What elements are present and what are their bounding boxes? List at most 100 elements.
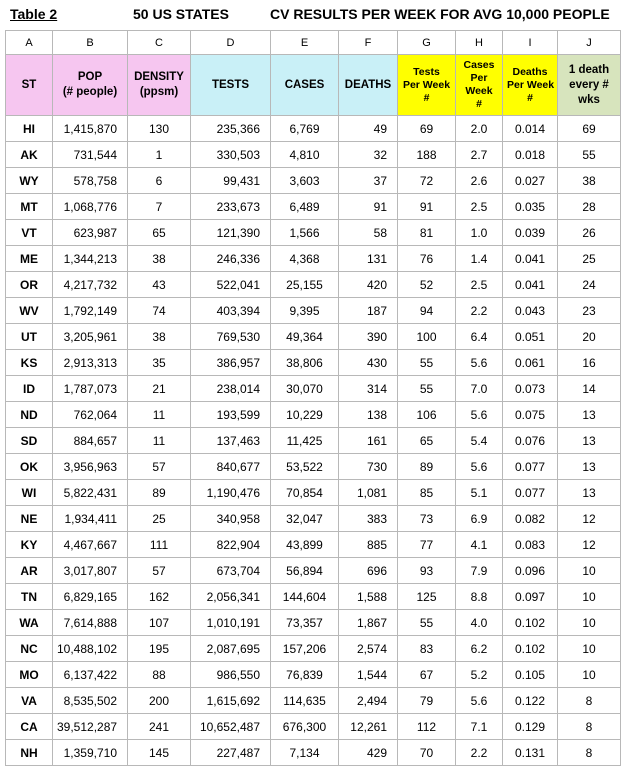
data-cell: 13 (557, 453, 621, 480)
data-cell: 840,677 (190, 453, 271, 480)
header-text: every # (569, 78, 609, 91)
data-cell: 56,894 (270, 557, 339, 584)
data-row: TN 6,829,165 162 2,056,341 144,604 1,588 125 8.… (5, 583, 621, 610)
state-cell: TN (5, 583, 53, 610)
data-cell: 5.6 (455, 349, 503, 376)
column-letter: A (5, 30, 53, 55)
data-cell: 0.073 (502, 375, 558, 402)
data-cell: 25,155 (270, 271, 339, 298)
data-cell: 130 (127, 115, 191, 142)
data-cell: 2.0 (455, 115, 503, 142)
data-cell: 6,489 (270, 193, 339, 220)
data-cell: 13 (557, 479, 621, 506)
data-cell: 235,366 (190, 115, 271, 142)
state-cell: ND (5, 401, 53, 428)
data-cell: 1,934,411 (52, 505, 128, 532)
data-cell: 30,070 (270, 375, 339, 402)
data-row: HI 1,415,870 130 235,366 6,769 49 69 2.0 0.014 69 (5, 115, 621, 142)
data-cell: 10 (557, 609, 621, 636)
data-cell: 2,494 (338, 687, 398, 714)
data-cell: 12 (557, 531, 621, 558)
data-cell: 4.0 (455, 609, 503, 636)
data-cell: 0.076 (502, 427, 558, 454)
data-cell: 81 (397, 219, 456, 246)
data-cell: 5.6 (455, 453, 503, 480)
data-cell: 0.075 (502, 401, 558, 428)
data-cell: 6.2 (455, 635, 503, 662)
data-cell: 3,956,963 (52, 453, 128, 480)
data-cell: 28 (557, 193, 621, 220)
header-cell: 1 death every # wks (557, 54, 621, 116)
column-letter: E (270, 30, 339, 55)
data-cell: 1.4 (455, 245, 503, 272)
data-cell: 43,899 (270, 531, 339, 558)
data-cell: 91 (338, 193, 398, 220)
data-cell: 10,652,487 (190, 713, 271, 740)
column-letter: I (502, 30, 558, 55)
data-cell: 0.041 (502, 271, 558, 298)
data-cell: 49,364 (270, 323, 339, 350)
data-cell: 38 (127, 245, 191, 272)
data-cell: 0.102 (502, 609, 558, 636)
data-cell: 57 (127, 557, 191, 584)
data-cell: 121,390 (190, 219, 271, 246)
data-cell: 89 (397, 453, 456, 480)
state-cell: AK (5, 141, 53, 168)
data-cell: 5.4 (455, 427, 503, 454)
data-cell: 0.077 (502, 453, 558, 480)
data-cell: 65 (127, 219, 191, 246)
data-cell: 4.1 (455, 531, 503, 558)
data-cell: 52 (397, 271, 456, 298)
data-cell: 676,300 (270, 713, 339, 740)
data-row: WV 1,792,149 74 403,394 9,395 187 94 2.2 0.043 23 (5, 297, 621, 324)
data-cell: 53,522 (270, 453, 339, 480)
data-cell: 884,657 (52, 427, 128, 454)
data-cell: 32,047 (270, 505, 339, 532)
data-cell: 0.077 (502, 479, 558, 506)
data-cell: 7 (127, 193, 191, 220)
header-cell: DEATHS (338, 54, 398, 116)
data-cell: 0.129 (502, 713, 558, 740)
data-cell: 69 (557, 115, 621, 142)
column-letter: D (190, 30, 271, 55)
data-cell: 2,056,341 (190, 583, 271, 610)
header-text: Week (465, 85, 493, 97)
data-cell: 6,137,422 (52, 661, 128, 688)
data-row: NH 1,359,710 145 227,487 7,134 429 70 2.2 0.131 8 (5, 739, 621, 766)
data-cell: 20 (557, 323, 621, 350)
data-cell: 233,673 (190, 193, 271, 220)
data-cell: 13 (557, 427, 621, 454)
data-row: AK 731,544 1 330,503 4,810 32 188 2.7 0.018 55 (5, 141, 621, 168)
data-cell: 187 (338, 297, 398, 324)
data-cell: 162 (127, 583, 191, 610)
data-cell: 429 (338, 739, 398, 766)
data-row: VA 8,535,502 200 1,615,692 114,635 2,494 79 5.6… (5, 687, 621, 714)
data-row: NC 10,488,102 195 2,087,695 157,206 2,574 83 6.… (5, 635, 621, 662)
data-cell: 8 (557, 687, 621, 714)
data-cell: 74 (127, 297, 191, 324)
data-cell: 161 (338, 427, 398, 454)
header-text: # (527, 91, 533, 104)
state-cell: SD (5, 427, 53, 454)
data-cell: 1,787,073 (52, 375, 128, 402)
data-cell: 7.0 (455, 375, 503, 402)
data-cell: 72 (397, 167, 456, 194)
data-cell: 89 (127, 479, 191, 506)
data-cell: 390 (338, 323, 398, 350)
header-cell: Tests Per Week # (397, 54, 456, 116)
header-text: (# people) (62, 86, 118, 98)
data-cell: 227,487 (190, 739, 271, 766)
data-cell: 2.2 (455, 297, 503, 324)
data-row: ND 762,064 11 193,599 10,229 138 106 5.6 0.075 13 (5, 401, 621, 428)
header-text: Per Week (402, 78, 451, 91)
data-row: ME 1,344,213 38 246,336 4,368 131 76 1.4 0.041 25 (5, 245, 621, 272)
data-cell: 246,336 (190, 245, 271, 272)
header-cell: ST (5, 54, 53, 116)
state-cell: NE (5, 505, 53, 532)
data-cell: 0.102 (502, 635, 558, 662)
header-text: Tests (413, 65, 440, 78)
header-cell: POP (# people) (52, 54, 128, 116)
data-cell: 38 (127, 323, 191, 350)
state-cell: NC (5, 635, 53, 662)
